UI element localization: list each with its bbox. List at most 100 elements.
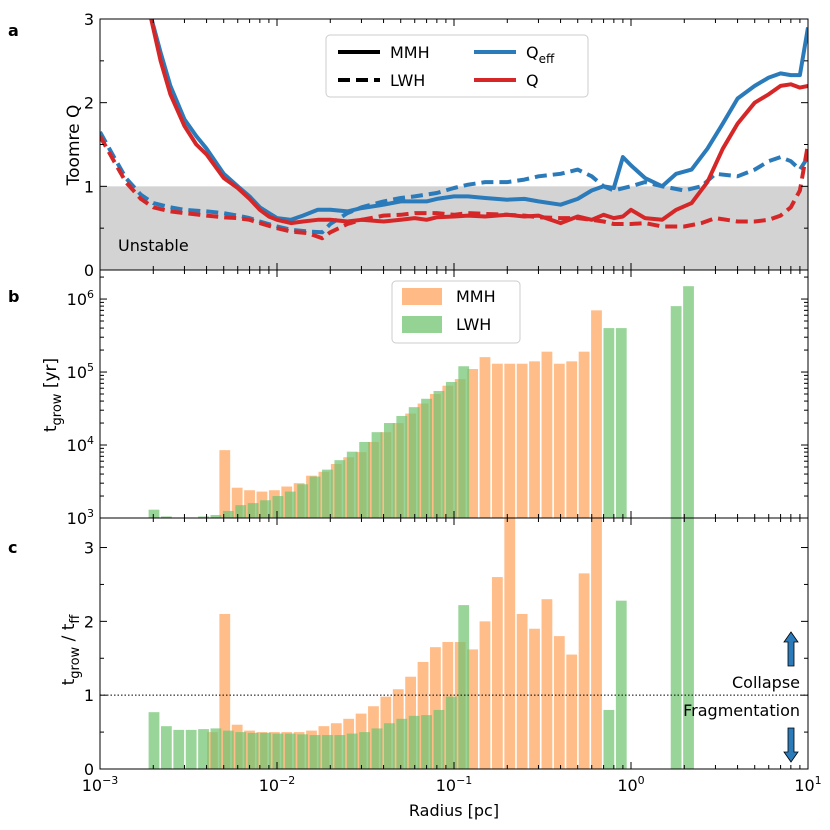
y-tick-label-base: 10 (67, 290, 87, 309)
panel-a-legend: MMH LWH Qeff Q (325, 34, 589, 98)
y-tick-label-base: 10 (67, 436, 87, 455)
y-tick-label: 3 (84, 539, 94, 558)
bar-mmh (566, 361, 578, 518)
collapse-up-arrow-icon (783, 631, 799, 667)
panel-b-ylabel-base: t (41, 425, 61, 432)
bar-lwh (173, 729, 185, 769)
y-tick-label: 104 (67, 434, 94, 455)
bar-mmh (479, 621, 491, 769)
bar-mmh (516, 613, 528, 769)
bar-lwh (334, 460, 346, 518)
bar-lwh (603, 709, 615, 769)
bar-lwh (433, 709, 445, 769)
x-tick-label: 100 (617, 774, 644, 795)
bar-lwh (683, 286, 694, 518)
legend-b-lwh-label: LWH (456, 315, 491, 334)
bar-lwh (160, 516, 172, 518)
panel-a-ylabel: Toomre Q (64, 105, 84, 187)
panel-b-ylabel: tgrow [yr] (41, 358, 65, 432)
bar-lwh (198, 516, 209, 518)
bar-mmh (219, 450, 231, 518)
x-tick-label-exp: −1 (456, 774, 472, 787)
bar-mmh (578, 351, 590, 518)
bar-lwh (297, 484, 309, 518)
x-tick-label-base: 10 (82, 776, 102, 795)
unstable-shaded-region (100, 186, 808, 270)
panel-c-ylabel-sub2: ff (68, 614, 83, 624)
bar-lwh (359, 732, 371, 769)
x-tick-label: 101 (794, 774, 821, 795)
bar-mmh (467, 369, 478, 518)
series-line-q-mmh (149, 19, 808, 226)
bar-mmh (529, 361, 540, 518)
bar-lwh (284, 733, 296, 769)
x-tick-label-base: 10 (617, 776, 637, 795)
bar-lwh (670, 518, 682, 769)
y-tick-label: 3 (84, 10, 94, 29)
bar-lwh (433, 390, 445, 518)
y-tick-label-base: 10 (67, 363, 87, 382)
bar-mmh (553, 636, 565, 769)
bar-lwh (297, 734, 309, 769)
legend-b-mmh-label: MMH (456, 287, 496, 306)
bar-mmh (231, 487, 243, 518)
legend-qeff-label: Qeff (526, 43, 555, 66)
panel-a: 0 1 2 3 Unstable a Toomre Q MMH LWH Qeff Q (8, 10, 809, 280)
bar-lwh (148, 509, 160, 518)
panel-b-ylabel-suffix: [yr] (41, 358, 61, 394)
bar-lwh (346, 451, 358, 518)
panel-b-legend: MMH LWH (391, 280, 521, 344)
bar-lwh (322, 469, 333, 518)
bar-lwh (260, 500, 271, 518)
legend-lwh-swatch (402, 316, 442, 333)
x-tick-label-base: 10 (436, 776, 456, 795)
bar-mmh (491, 363, 503, 518)
bar-lwh (458, 366, 470, 518)
bar-mmh (516, 363, 528, 518)
bar-lwh (615, 328, 627, 518)
bar-lwh (346, 733, 358, 769)
bar-lwh (185, 729, 197, 769)
bar-lwh (284, 491, 296, 518)
x-tick-label-base: 10 (259, 776, 279, 795)
bar-lwh (198, 729, 209, 769)
bar-mmh (504, 518, 516, 769)
bar-lwh (235, 732, 247, 769)
panel-b-ylabel-sub: grow (50, 393, 65, 425)
y-tick-label: 106 (67, 288, 94, 309)
bar-lwh (421, 715, 432, 769)
x-tick-label-exp: −2 (279, 774, 295, 787)
panel-c-ylabel-mid: / t (59, 623, 79, 647)
bar-lwh (683, 518, 694, 769)
x-tick-label: 10−3 (82, 774, 119, 795)
bar-mmh (219, 613, 231, 769)
bar-mmh (504, 363, 516, 518)
legend-mmh-swatch (402, 288, 442, 305)
x-tick-label: 10−2 (259, 774, 296, 795)
bar-lwh (260, 732, 271, 769)
y-tick-label-exp: 4 (87, 434, 94, 447)
panel-c-ylabel-base1: t (59, 678, 79, 685)
collapse-label: Collapse (732, 673, 800, 692)
bar-lwh (222, 510, 234, 518)
y-tick-label-base: 10 (67, 509, 87, 528)
y-tick-label-exp: 6 (87, 288, 94, 301)
legend-mmh-label: MMH (390, 43, 430, 62)
bar-mmh (591, 518, 602, 769)
bar-mmh (566, 654, 578, 769)
bar-mmh (430, 647, 441, 769)
bar-lwh (371, 432, 383, 518)
y-tick-label: 2 (84, 612, 94, 631)
bar-lwh (384, 423, 395, 518)
legend-lwh-label: LWH (390, 71, 425, 90)
x-tick-label: 10−1 (436, 774, 473, 795)
bar-lwh (210, 728, 222, 769)
panel-c-letter: c (8, 538, 17, 557)
legend-qeff-base: Q (526, 43, 539, 62)
y-tick-label-exp: 5 (87, 361, 94, 374)
panel-c-ylabel: tgrow / tff (59, 614, 83, 686)
x-tick-label-exp: −3 (102, 774, 118, 787)
